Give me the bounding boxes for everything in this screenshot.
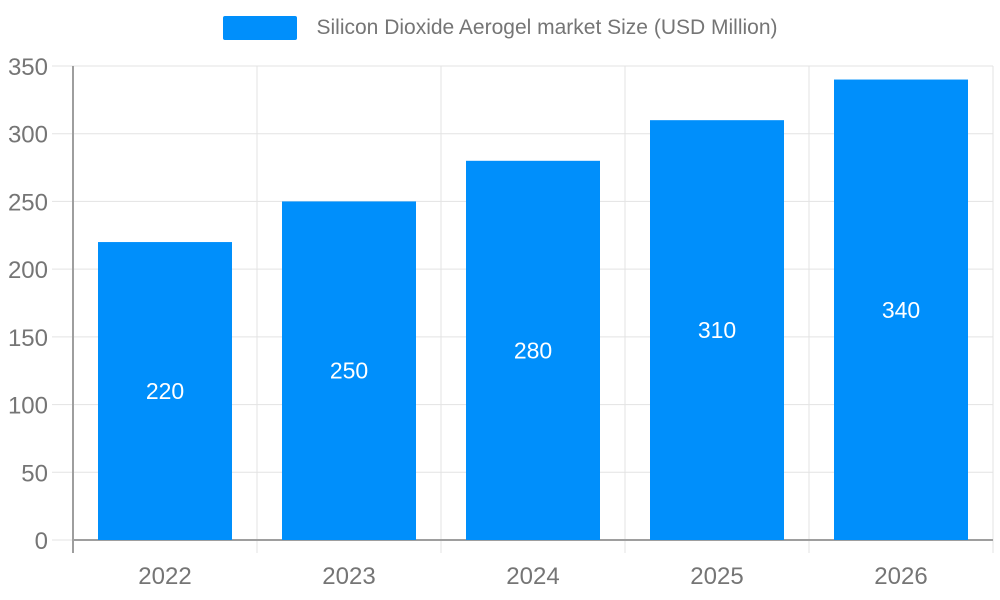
bar-value-label: 340 — [882, 297, 920, 323]
y-axis-tick-label: 250 — [8, 189, 48, 216]
y-axis-tick-label: 350 — [8, 54, 48, 81]
bar-2026[interactable] — [834, 79, 968, 541]
y-axis-tick-label: 50 — [21, 460, 48, 487]
x-axis-tick-label: 2023 — [322, 563, 375, 590]
y-axis-tick-label: 0 — [35, 528, 48, 555]
bar-value-label: 220 — [146, 378, 184, 404]
legend-label: Silicon Dioxide Aerogel market Size (USD… — [316, 16, 778, 39]
y-axis-tick-label: 100 — [8, 393, 48, 420]
bar-2025[interactable] — [650, 120, 784, 541]
x-axis-tick-label: 2025 — [690, 563, 743, 590]
bar-value-label: 280 — [514, 337, 552, 363]
bar-value-label: 250 — [330, 358, 368, 384]
bar-2022[interactable] — [98, 242, 232, 541]
x-axis-tick-label: 2024 — [506, 563, 559, 590]
y-axis-tick-label: 150 — [8, 325, 48, 352]
bar-value-label: 310 — [698, 317, 736, 343]
legend-marker-icon — [222, 16, 297, 40]
bar-2023[interactable] — [282, 201, 416, 540]
y-axis-tick-label: 200 — [8, 257, 48, 284]
bar-2024[interactable] — [466, 160, 600, 541]
legend[interactable]: Silicon Dioxide Aerogel market Size (USD… — [0, 16, 1000, 40]
x-axis-tick-label: 2026 — [874, 563, 927, 590]
x-axis-tick-label: 2022 — [138, 563, 191, 590]
y-axis-tick-label: 300 — [8, 122, 48, 149]
